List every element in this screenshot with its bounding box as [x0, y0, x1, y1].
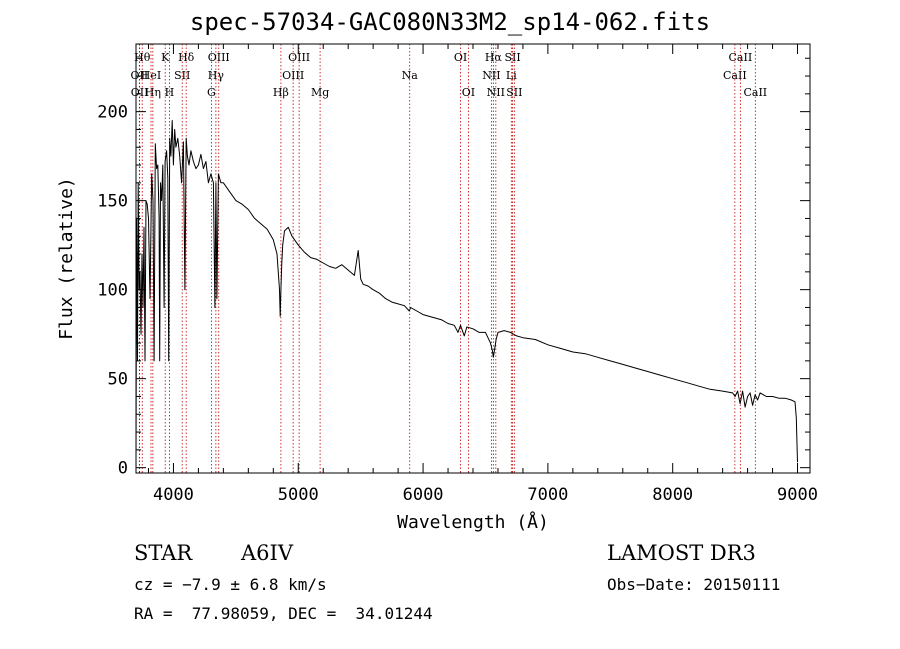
line-label: HeI	[141, 69, 161, 82]
redshift-velocity: cz = −7.9 ± 6.8 km/s	[134, 575, 327, 594]
observation-date: Obs−Date: 20150111	[607, 575, 781, 594]
line-label: CaII	[729, 51, 753, 64]
line-label: OII	[131, 86, 149, 99]
line-label: H	[165, 86, 175, 99]
x-tick-label: 5000	[278, 485, 319, 505]
chart-title: spec-57034-GAC080N33M2_sp14-062.fits	[189, 8, 711, 36]
x-tick-label: 8000	[652, 485, 693, 505]
line-label: G	[207, 86, 216, 99]
line-label: SII	[504, 51, 520, 64]
line-label: Hθ	[134, 51, 151, 64]
line-label: CaII	[723, 69, 747, 82]
line-label: K	[161, 51, 170, 64]
spectrum-series	[135, 120, 798, 468]
x-tick-label: 9000	[777, 485, 818, 505]
line-label: OIII	[208, 51, 230, 64]
line-label: CaII	[743, 86, 767, 99]
line-label: OI	[462, 86, 475, 99]
survey-name: LAMOST DR3	[607, 541, 756, 565]
line-label: SII	[506, 86, 522, 99]
line-label: NII	[482, 69, 500, 82]
x-tick-label: 7000	[527, 485, 568, 505]
line-label: Hγ	[208, 69, 225, 82]
line-label: OIII	[288, 51, 310, 64]
x-tick-label: 6000	[403, 485, 444, 505]
line-label: Hδ	[178, 51, 195, 64]
line-label: SII	[174, 69, 190, 82]
y-tick-label: 50	[108, 370, 128, 390]
line-label: OII	[131, 69, 149, 82]
line-label: Hα	[485, 51, 503, 64]
line-label: Mg	[311, 86, 329, 99]
object-class: STAR	[134, 541, 193, 565]
x-tick-label: 4000	[153, 485, 194, 505]
line-label: Hη	[145, 86, 161, 99]
y-tick-label: 200	[97, 103, 128, 123]
coordinates: RA = 77.98059, DEC = 34.01244	[134, 604, 433, 623]
line-label: OI	[454, 51, 467, 64]
line-label: Hβ	[273, 86, 289, 99]
line-label: Li	[506, 69, 517, 82]
object-subclass: A6IV	[241, 541, 293, 565]
line-label: Na	[402, 69, 419, 82]
plot-frame	[135, 43, 811, 474]
y-tick-label: 0	[118, 459, 128, 479]
y-tick-label: 100	[97, 281, 128, 301]
y-tick-label: 150	[97, 192, 128, 212]
line-label: NII	[487, 86, 505, 99]
y-axis-label: Flux (relative)	[56, 177, 77, 340]
x-axis-label: Wavelength (Å)	[397, 511, 549, 533]
line-label: OIII	[282, 69, 304, 82]
